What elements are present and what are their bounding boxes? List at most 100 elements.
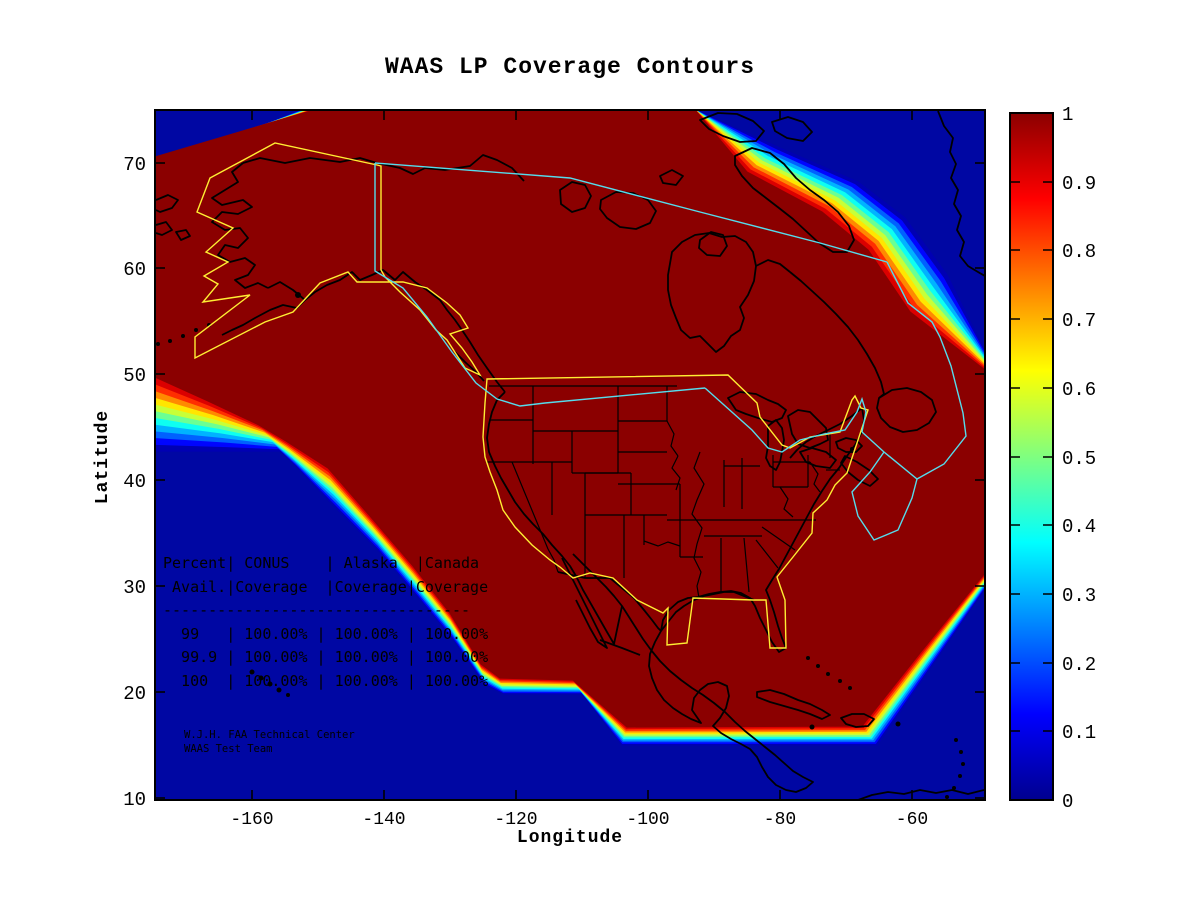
island-dot xyxy=(816,664,820,668)
canada-coverage-boundary xyxy=(861,261,967,480)
colorbar-tick-label: 0.2 xyxy=(1062,654,1096,676)
coastline-path xyxy=(221,281,306,336)
island-dot xyxy=(954,738,958,742)
canada-coverage-boundary xyxy=(851,451,918,541)
colorbar-tick-label: 0.7 xyxy=(1062,310,1096,332)
coastline-path xyxy=(559,181,592,213)
y-tick-label: 10 xyxy=(123,789,146,811)
island-dot xyxy=(838,679,842,683)
state-border-path xyxy=(779,486,794,518)
plot-frame xyxy=(154,109,986,801)
credit-annotation: W.J.H. FAA Technical Center WAAS Test Te… xyxy=(184,729,355,755)
coastline-path xyxy=(787,409,829,449)
x-axis-label: Longitude xyxy=(516,828,624,848)
island-dot xyxy=(806,656,810,660)
coastline-path xyxy=(454,351,485,382)
coastline-path xyxy=(840,713,875,728)
conus-coverage-boundary xyxy=(482,374,869,649)
title-line-1: WAAS LP Coverage Contours xyxy=(384,54,756,80)
availability-table: Percent| CONUS | Alaska |Canada Avail.|C… xyxy=(163,554,489,690)
state-border-path xyxy=(511,461,549,550)
coastline-path xyxy=(840,455,879,487)
colorbar-tick-label: 0.9 xyxy=(1062,173,1096,195)
coastline-path xyxy=(660,591,755,632)
x-tick-label: -140 xyxy=(362,810,405,830)
state-border-path xyxy=(761,526,796,551)
coastline-path xyxy=(156,194,179,213)
coastline-path xyxy=(937,111,984,277)
island-dot xyxy=(295,292,301,298)
coastlines xyxy=(156,111,984,799)
state-border-path xyxy=(743,537,750,593)
x-tick-label: -80 xyxy=(764,810,796,830)
colorbar-tick-label: 0.5 xyxy=(1062,448,1096,470)
state-border-path xyxy=(547,548,559,573)
island-dot xyxy=(959,750,963,754)
island-dot xyxy=(194,328,198,332)
coastline-path xyxy=(211,162,269,289)
coastline-path xyxy=(755,259,791,273)
island-dot xyxy=(848,686,852,690)
coastline-path xyxy=(599,639,641,656)
state-border-path xyxy=(643,540,681,547)
axis-ticks: -160 -140 -120 -100 -80 -60 70 60 50 40 30 20 10 xyxy=(123,111,984,830)
colorbar-tick-label: 0.1 xyxy=(1062,722,1096,744)
colorbar-ticks: 1 0.9 0.8 0.7 0.6 0.5 0.4 0.3 0.2 0.1 0 xyxy=(1010,104,1096,813)
x-tick-label: -100 xyxy=(626,810,669,830)
canada-coverage-boundary xyxy=(704,387,867,453)
coastline-path xyxy=(175,229,191,241)
coastline-path xyxy=(304,269,506,393)
coastline-path xyxy=(789,407,863,459)
coastline-path xyxy=(835,437,863,453)
island-dot xyxy=(826,672,830,676)
island-dot xyxy=(267,681,273,687)
state-border-path xyxy=(691,451,705,599)
island-dot xyxy=(168,339,172,343)
plot-area xyxy=(156,111,984,799)
coastline-path xyxy=(699,112,765,143)
island-dot xyxy=(952,786,956,790)
state-border-path xyxy=(671,455,681,491)
island-dot xyxy=(961,762,965,766)
y-tick-label: 30 xyxy=(123,577,146,599)
x-tick-label: -120 xyxy=(494,810,537,830)
island-dot xyxy=(809,724,815,730)
coastline-path xyxy=(156,221,173,236)
coastline-path xyxy=(242,154,525,182)
canada-coverage-boundary xyxy=(374,163,706,407)
state-border-path xyxy=(809,461,821,493)
island-dot xyxy=(958,774,962,778)
state-border-path xyxy=(666,420,679,457)
y-tick-label: 50 xyxy=(123,365,146,387)
x-tick-label: -160 xyxy=(230,810,273,830)
y-tick-label: 70 xyxy=(123,154,146,176)
coastline-path xyxy=(876,387,937,433)
island-dot xyxy=(286,693,290,697)
island-dot xyxy=(850,447,854,451)
coastline-path xyxy=(727,391,787,423)
island-dot xyxy=(249,669,255,675)
colorbar-tick-label: 0.3 xyxy=(1062,585,1096,607)
island-dot xyxy=(945,795,949,799)
coverage-contours xyxy=(156,111,984,746)
island-dot xyxy=(181,334,185,338)
coastline-path xyxy=(734,147,855,253)
coastline-path xyxy=(575,575,623,645)
colorbar-tick-label: 0.6 xyxy=(1062,379,1096,401)
y-tick-label: 40 xyxy=(123,471,146,493)
coastline-path xyxy=(789,271,885,399)
coastline-path xyxy=(659,169,684,186)
island-dot xyxy=(895,721,901,727)
colorbar-tick-label: 0 xyxy=(1062,791,1073,813)
island-dot xyxy=(156,342,160,346)
coastline-path xyxy=(756,689,831,720)
canada-coverage-boundary xyxy=(374,162,888,263)
colorbar-tick-label: 1 xyxy=(1062,104,1073,126)
y-tick-label: 20 xyxy=(123,683,146,705)
island-dot xyxy=(276,687,282,693)
island-dot xyxy=(258,675,264,681)
coastline-path xyxy=(771,116,813,142)
y-tick-label: 60 xyxy=(123,259,146,281)
